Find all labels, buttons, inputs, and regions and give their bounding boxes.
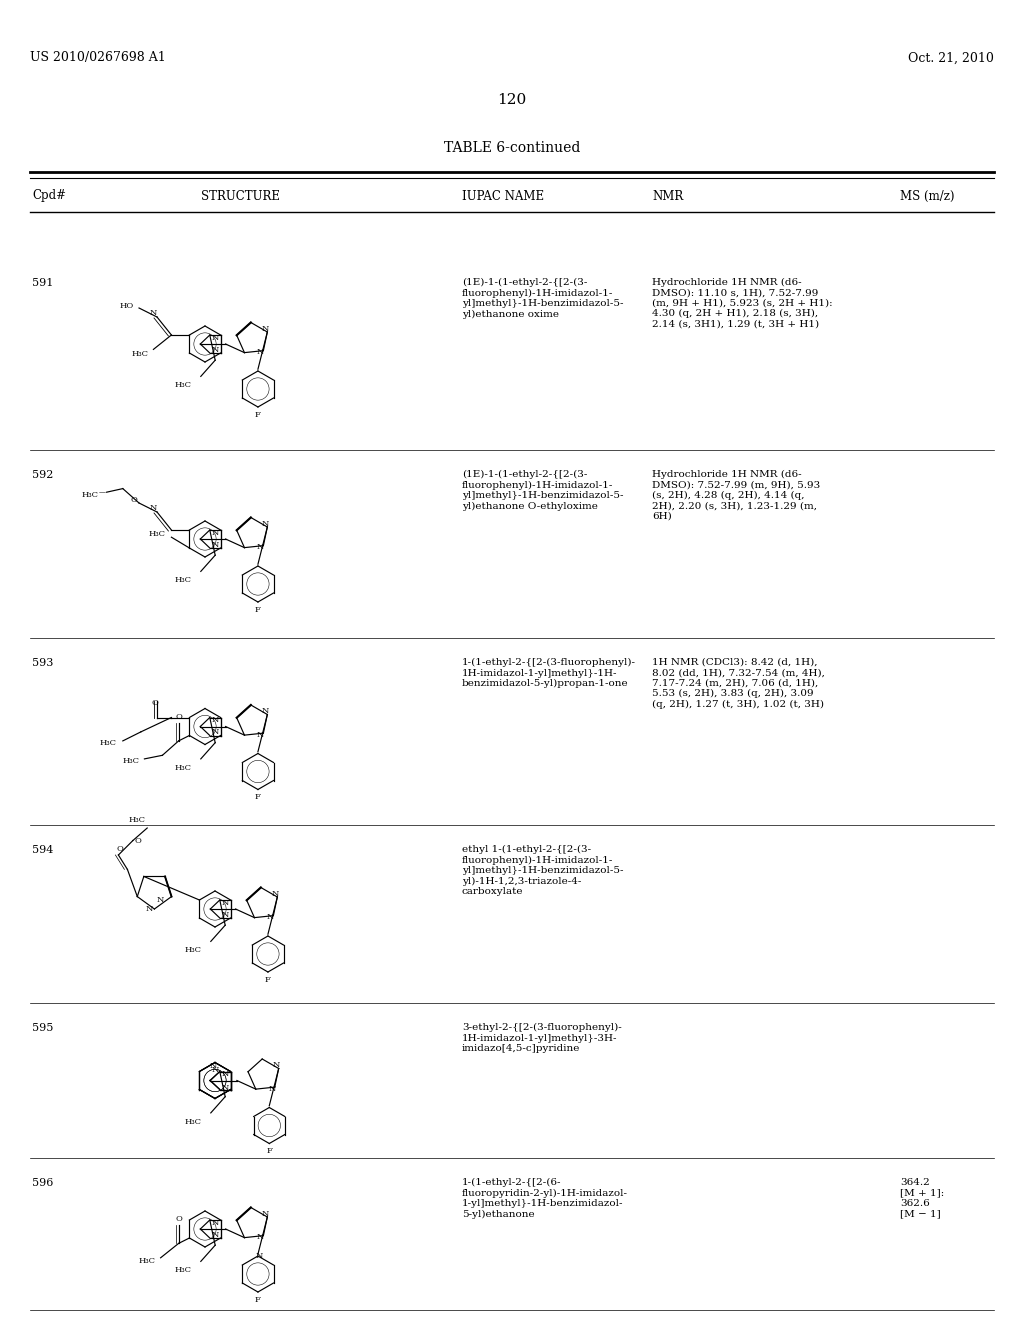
Text: H₃C: H₃C [123, 756, 139, 764]
Text: Cpd#: Cpd# [32, 190, 66, 202]
Text: H₃C: H₃C [175, 381, 191, 389]
Text: N: N [221, 911, 228, 919]
Text: 1-(1-ethyl-2-{[2-(6-
fluoropyridin-2-yl)-1H-imidazol-
1-yl]methyl}-1H-benzimidaz: 1-(1-ethyl-2-{[2-(6- fluoropyridin-2-yl)… [462, 1177, 628, 1218]
Text: O: O [175, 1216, 182, 1224]
Text: N: N [211, 1232, 218, 1239]
Text: TABLE 6-continued: TABLE 6-continued [443, 141, 581, 154]
Text: F: F [265, 975, 271, 983]
Text: Hydrochloride 1H NMR (d6-
DMSO): 7.52-7.99 (m, 9H), 5.93
(s, 2H), 4.28 (q, 2H), : Hydrochloride 1H NMR (d6- DMSO): 7.52-7.… [652, 470, 820, 521]
Text: N: N [211, 1218, 218, 1228]
Text: 364.2
[M + 1]:
362.6
[M − 1]: 364.2 [M + 1]: 362.6 [M − 1] [900, 1177, 944, 1218]
Text: N: N [221, 899, 228, 907]
Text: O: O [175, 713, 182, 721]
Text: N: N [209, 1061, 217, 1069]
Text: 3-ethyl-2-{[2-(3-fluorophenyl)-
1H-imidazol-1-yl]methyl}-3H-
imidazo[4,5-c]pyrid: 3-ethyl-2-{[2-(3-fluorophenyl)- 1H-imida… [462, 1023, 622, 1053]
Text: N: N [211, 541, 218, 549]
Text: H₃C: H₃C [184, 1118, 202, 1126]
Text: 1-(1-ethyl-2-{[2-(3-fluorophenyl)-
1H-imidazol-1-yl]methyl}-1H-
benzimidazol-5-y: 1-(1-ethyl-2-{[2-(3-fluorophenyl)- 1H-im… [462, 657, 636, 688]
Text: O: O [152, 700, 159, 708]
Text: N: N [257, 730, 264, 739]
Text: N: N [272, 1061, 281, 1069]
Text: 594: 594 [32, 845, 53, 855]
Text: N: N [261, 520, 269, 528]
Text: N: N [256, 1251, 263, 1261]
Text: O: O [135, 837, 141, 845]
Text: Oct. 21, 2010: Oct. 21, 2010 [908, 51, 994, 65]
Text: O: O [117, 845, 124, 853]
Text: F: F [255, 1295, 261, 1304]
Text: N: N [257, 348, 264, 356]
Text: 596: 596 [32, 1177, 53, 1188]
Text: HO: HO [120, 302, 134, 310]
Text: N: N [156, 895, 164, 904]
Text: N: N [268, 1085, 275, 1093]
Text: H₃C: H₃C [150, 529, 166, 537]
Text: MS (m/z): MS (m/z) [900, 190, 954, 202]
Text: H₃C: H₃C [138, 1257, 156, 1265]
Text: 592: 592 [32, 470, 53, 480]
Text: N: N [261, 1209, 269, 1217]
Text: H₃C: H₃C [175, 764, 191, 772]
Text: STRUCTURE: STRUCTURE [201, 190, 280, 202]
Text: H₃C: H₃C [175, 577, 191, 585]
Text: H₃C: H₃C [131, 350, 148, 359]
Text: ethyl 1-(1-ethyl-2-{[2-(3-
fluorophenyl)-1H-imidazol-1-
yl]methyl}-1H-benzimidaz: ethyl 1-(1-ethyl-2-{[2-(3- fluorophenyl)… [462, 845, 624, 896]
Text: Hydrochloride 1H NMR (d6-
DMSO): 11.10 s, 1H), 7.52-7.99
(m, 9H + H1), 5.923 (s,: Hydrochloride 1H NMR (d6- DMSO): 11.10 s… [652, 279, 833, 329]
Text: N: N [211, 529, 218, 537]
Text: N: N [271, 890, 279, 898]
Text: 595: 595 [32, 1023, 53, 1034]
Text: H₃C: H₃C [99, 739, 117, 747]
Text: US 2010/0267698 A1: US 2010/0267698 A1 [30, 51, 166, 65]
Text: N: N [221, 1071, 228, 1078]
Text: (1E)-1-(1-ethyl-2-{[2-(3-
fluorophenyl)-1H-imidazol-1-
yl]methyl}-1H-benzimidazo: (1E)-1-(1-ethyl-2-{[2-(3- fluorophenyl)-… [462, 279, 624, 318]
Text: 591: 591 [32, 279, 53, 288]
Text: F: F [266, 1147, 272, 1155]
Text: N: N [261, 708, 269, 715]
Text: H₃C: H₃C [129, 816, 145, 824]
Text: 593: 593 [32, 657, 53, 668]
Text: (1E)-1-(1-ethyl-2-{[2-(3-
fluorophenyl)-1H-imidazol-1-
yl]methyl}-1H-benzimidazo: (1E)-1-(1-ethyl-2-{[2-(3- fluorophenyl)-… [462, 470, 624, 511]
Text: IUPAC NAME: IUPAC NAME [462, 190, 544, 202]
Text: H₃C: H₃C [82, 491, 98, 499]
Text: F: F [255, 606, 261, 614]
Text: F: F [255, 793, 261, 801]
Text: —: — [99, 488, 106, 496]
Text: N: N [257, 1233, 264, 1241]
Text: H₃C: H₃C [184, 946, 202, 954]
Text: O: O [130, 496, 137, 504]
Text: N: N [221, 1084, 228, 1092]
Text: 120: 120 [498, 92, 526, 107]
Text: N: N [211, 334, 218, 342]
Text: N: N [211, 717, 218, 725]
Text: N: N [267, 913, 274, 921]
Text: F: F [255, 411, 261, 418]
Text: N: N [211, 1067, 219, 1074]
Text: N: N [261, 325, 269, 333]
Text: N: N [150, 309, 157, 317]
Text: N: N [145, 906, 154, 913]
Text: N: N [211, 346, 218, 354]
Text: N: N [150, 504, 157, 512]
Text: 1H NMR (CDCl3): 8.42 (d, 1H),
8.02 (dd, 1H), 7.32-7.54 (m, 4H),
7.17-7.24 (m, 2H: 1H NMR (CDCl3): 8.42 (d, 1H), 8.02 (dd, … [652, 657, 825, 709]
Text: NMR: NMR [652, 190, 683, 202]
Text: N: N [211, 729, 218, 737]
Text: N: N [257, 543, 264, 552]
Text: H₃C: H₃C [175, 1266, 191, 1274]
